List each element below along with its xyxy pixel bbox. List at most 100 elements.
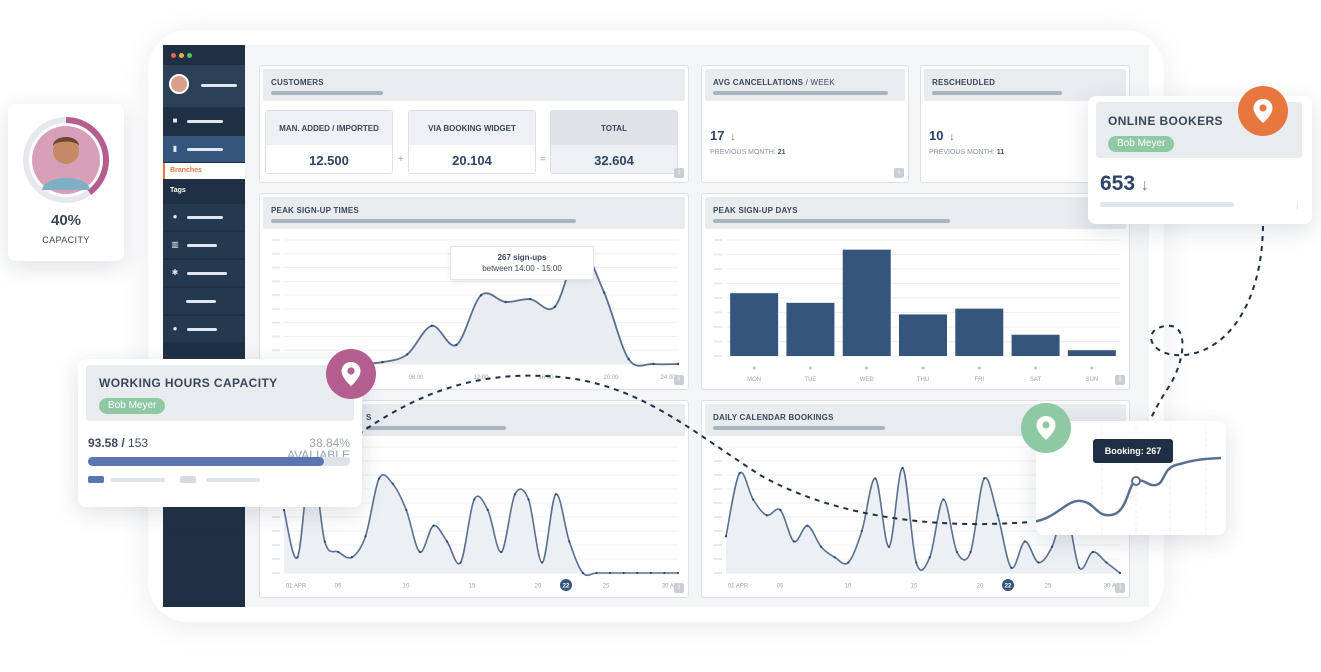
data-point xyxy=(486,508,489,512)
selected-day-marker xyxy=(560,579,572,591)
data-point xyxy=(541,561,544,564)
customers-card: CUSTOMERS MAN. ADDED / IMPORTED 12.500 +… xyxy=(259,65,689,183)
capacity-progress xyxy=(88,457,350,466)
capacity-label: CAPACITY xyxy=(42,235,90,245)
bar-sun xyxy=(1067,350,1116,356)
sidebar-item-4[interactable]: ▥ xyxy=(163,232,245,258)
avatar xyxy=(169,74,189,94)
data-point xyxy=(350,556,354,559)
x-tick-label: 22 xyxy=(563,584,570,590)
sidebar-item-7[interactable]: ● xyxy=(163,316,245,342)
arrow-down-icon: ↓ xyxy=(730,131,736,143)
y-tick-placeholder xyxy=(714,297,722,299)
x-tick-label: 20 xyxy=(977,584,984,590)
x-tick-dot xyxy=(1090,366,1094,370)
info-icon[interactable]: i xyxy=(894,168,904,178)
total-box[interactable]: TOTAL 32.604 xyxy=(550,110,678,174)
tooltip-title: 267 sign-ups xyxy=(497,253,547,262)
y-tick-placeholder xyxy=(272,280,280,283)
location-pin-icon xyxy=(1021,403,1071,453)
y-tick-placeholder xyxy=(272,530,280,532)
data-point xyxy=(622,571,625,575)
sidebar-item-2[interactable]: ▮ xyxy=(163,136,245,162)
x-tick-label: MON xyxy=(747,377,761,383)
sidebar-item-branches[interactable]: Branches xyxy=(163,163,245,179)
online-bookers-title: ONLINE BOOKERS xyxy=(1108,114,1223,128)
data-point xyxy=(500,550,503,554)
y-tick-placeholder xyxy=(714,558,722,560)
sidebar-profile[interactable] xyxy=(163,65,245,107)
avg-cancellations-header: AVG CANCELLATIONS / WEEK xyxy=(705,69,905,101)
rescheduled-title: RESCHEUDLED xyxy=(932,78,996,87)
maximize-dot[interactable] xyxy=(187,53,192,58)
x-tick-label: 05 xyxy=(335,584,342,590)
online-bookers-value: 653 ↓ xyxy=(1100,172,1149,195)
sidebar-item-1[interactable]: ■ xyxy=(163,108,245,134)
y-tick-placeholder xyxy=(714,355,722,357)
booking-tooltip: Booking: 267 xyxy=(1093,439,1173,463)
info-icon[interactable]: i xyxy=(674,168,684,178)
y-tick-placeholder xyxy=(714,282,722,285)
peak-days-title: PEAK SIGN-UP DAYS xyxy=(713,206,798,215)
y-tick-placeholder xyxy=(714,340,722,343)
x-tick-label: 15 xyxy=(911,584,918,590)
info-icon[interactable]: i xyxy=(1115,583,1125,593)
x-tick-label: 12:00 xyxy=(473,375,489,381)
total-value: 32.604 xyxy=(594,153,634,168)
booking-widget-value: 20.104 xyxy=(452,153,492,168)
data-point xyxy=(479,294,483,297)
capacity-percent: 40% xyxy=(50,212,82,229)
data-point xyxy=(636,571,639,575)
sidebar-item-tags[interactable]: Tags xyxy=(163,180,245,202)
y-tick-placeholder xyxy=(272,544,280,546)
user-chip[interactable]: Bob Meyer xyxy=(1108,136,1175,152)
peak-times-title: PEAK SIGN-UP TIMES xyxy=(271,206,359,215)
sidebar-item-3[interactable]: ● xyxy=(163,204,245,230)
y-tick-placeholder xyxy=(714,311,722,314)
sidebar-item-6[interactable] xyxy=(163,288,245,314)
booking-widget-box[interactable]: VIA BOOKING WIDGET 20.104 xyxy=(408,110,536,174)
dashboard-screen: ■ ▮ Branches Tags ● ▥ ✱ ● CUSTOMERS xyxy=(163,45,1149,607)
man-added-box[interactable]: MAN. ADDED / IMPORTED 12.500 xyxy=(265,110,393,174)
data-point xyxy=(792,540,796,543)
sidebar-item-5[interactable]: ✱ xyxy=(163,260,245,286)
info-icon[interactable]: i xyxy=(674,583,684,593)
data-point xyxy=(418,550,421,554)
user-chip[interactable]: Bob Meyer xyxy=(99,398,166,414)
x-tick-dot xyxy=(808,366,812,370)
data-point xyxy=(554,493,557,496)
close-dot[interactable] xyxy=(171,53,176,58)
data-point xyxy=(364,535,367,538)
data-point xyxy=(996,514,999,517)
data-point xyxy=(445,540,449,543)
data-point xyxy=(676,362,680,366)
data-point xyxy=(874,477,877,480)
y-tick-placeholder xyxy=(272,294,280,297)
y-tick-placeholder xyxy=(714,516,722,518)
y-tick-placeholder xyxy=(714,488,722,490)
info-icon[interactable]: i xyxy=(674,375,684,385)
profile-name-placeholder xyxy=(201,84,237,87)
booking-widget-label: VIA BOOKING WIDGET xyxy=(409,111,535,145)
info-icon[interactable]: i xyxy=(1296,202,1298,211)
data-point xyxy=(296,556,299,559)
data-point xyxy=(652,362,655,366)
data-point xyxy=(820,545,823,548)
avg-cancellations-previous: PREVIOUS MONTH: 21 xyxy=(710,149,786,156)
y-tick-placeholder xyxy=(272,349,280,352)
location-pin-icon xyxy=(326,349,376,399)
data-point xyxy=(282,508,286,512)
data-point xyxy=(928,556,931,559)
working-hours-value: 93.58 / 153 xyxy=(88,436,149,450)
data-point xyxy=(459,561,462,564)
data-point xyxy=(806,524,809,527)
data-point xyxy=(887,545,891,548)
working-hours-title: WORKING HOURS CAPACITY xyxy=(99,376,278,390)
man-added-value: 12.500 xyxy=(309,153,349,168)
x-tick-label: 08:00 xyxy=(408,375,424,381)
data-point xyxy=(738,472,741,475)
y-tick-placeholder xyxy=(714,239,722,241)
minimize-dot[interactable] xyxy=(179,53,184,58)
info-icon[interactable]: i xyxy=(1115,375,1125,385)
arrow-down-icon: ↓ xyxy=(949,131,955,143)
